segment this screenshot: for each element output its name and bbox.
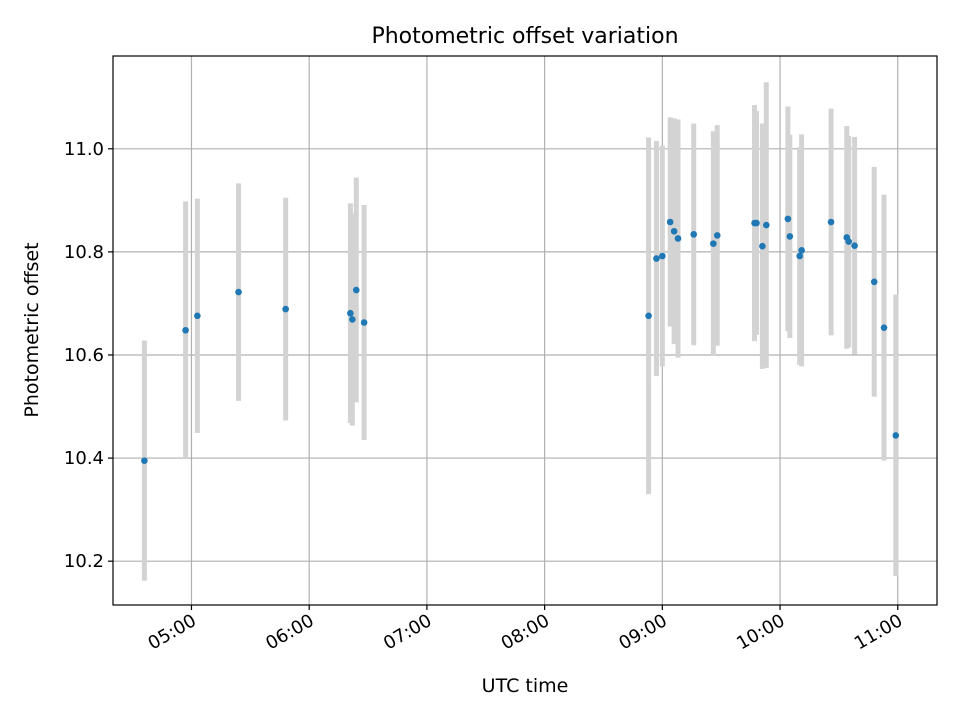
data-point [674,235,682,242]
data-point [347,309,354,317]
data-point [182,326,189,334]
data-point [784,215,792,223]
plot-frame [112,55,938,606]
data-point [870,278,878,286]
y-tick-label: 10.6 [64,345,104,366]
data-point [753,219,760,227]
y-axis-label: Photometric offset [21,242,43,417]
data-point [892,432,900,439]
data-point [845,238,853,245]
data-point [759,242,766,250]
data-point [141,457,148,464]
data-point [659,252,666,260]
data-point [670,227,678,235]
y-tick-label: 10.8 [64,242,104,263]
data-point [282,305,289,313]
data-point [827,218,835,226]
data-point [653,255,660,262]
data-point [645,312,652,320]
data-point [851,242,858,250]
data-point [194,312,201,320]
y-tick-label: 10.2 [64,551,104,572]
data-point [880,324,888,331]
data-point [786,233,794,240]
data-markers [141,215,900,464]
y-tick-label: 11.0 [64,139,104,160]
y-tick-label: 10.4 [64,448,104,469]
chart-title: Photometric offset variation [371,24,678,49]
data-point [713,232,721,239]
data-point [349,316,356,323]
y-axis-ticks: 10.2 10.4 10.6 10.8 11.0 [64,139,113,572]
data-point [690,231,698,238]
data-point [796,252,803,260]
data-point [710,240,717,247]
data-point [360,319,368,326]
data-point [763,221,770,229]
x-axis-label: UTC time [482,675,569,697]
data-point [798,247,805,254]
data-point [352,286,360,294]
data-point [666,218,674,226]
data-point [235,288,242,296]
